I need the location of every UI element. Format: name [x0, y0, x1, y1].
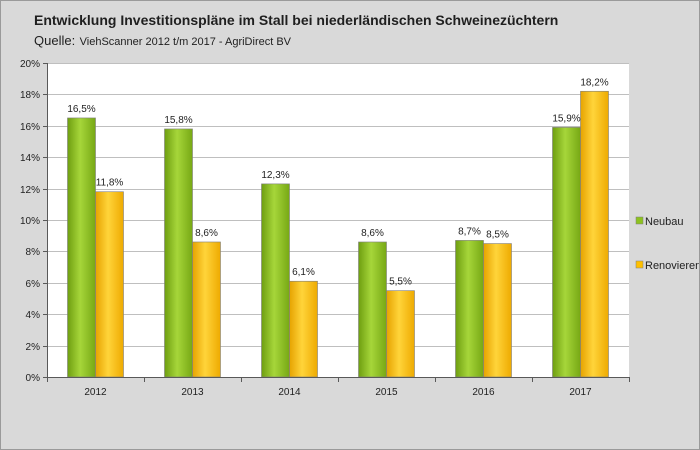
y-tick-label: 12%	[20, 185, 40, 196]
legend-label-neubau: Neubau	[645, 216, 684, 228]
data-label: 8,5%	[486, 230, 509, 241]
bar-renovieren-2014	[289, 280, 318, 378]
data-label: 12,3%	[261, 170, 289, 181]
y-tick-label: 6%	[26, 279, 41, 290]
bar-renovieren-2016	[483, 243, 512, 378]
bar-renovieren-2013	[192, 241, 221, 378]
y-tick-label: 18%	[20, 90, 40, 101]
data-label: 5,5%	[389, 277, 412, 288]
y-tick-label: 0%	[26, 373, 41, 384]
bar-neubau-2013	[164, 128, 193, 378]
bar-neubau-2015	[358, 241, 387, 378]
bar-neubau-2014	[261, 183, 290, 378]
y-tick-label: 8%	[26, 247, 41, 258]
x-tick-label: 2017	[569, 387, 592, 398]
bar-neubau-2012	[67, 117, 96, 378]
data-label: 6,1%	[292, 267, 315, 278]
x-tick-label: 2016	[472, 387, 495, 398]
bar-neubau-2017	[552, 127, 581, 378]
x-tick-label: 2015	[375, 387, 398, 398]
data-label: 15,8%	[164, 115, 192, 126]
x-tick-label: 2012	[84, 387, 107, 398]
legend-swatch-neubau	[635, 216, 644, 225]
y-tick-label: 16%	[20, 122, 40, 133]
legend-swatch-renovieren	[635, 260, 644, 269]
legend-label-renovieren: Renovieren	[645, 260, 699, 272]
data-label: 15,9%	[552, 113, 580, 124]
bar-renovieren-2015	[386, 290, 415, 378]
data-label: 16,5%	[67, 104, 95, 115]
y-tick-label: 10%	[20, 216, 40, 227]
y-tick-label: 2%	[26, 342, 41, 353]
chart-subtitle: Quelle: ViehScanner 2012 t/m 2017 - Agri…	[34, 32, 291, 50]
data-label: 8,6%	[361, 228, 384, 239]
data-label: 8,6%	[195, 228, 218, 239]
x-tick-label: 2014	[278, 387, 301, 398]
bar-neubau-2016	[455, 240, 484, 378]
x-tick-label: 2013	[181, 387, 204, 398]
y-tick-label: 14%	[20, 153, 40, 164]
data-label: 11,8%	[96, 178, 124, 189]
subtitle-text: ViehScanner 2012 t/m 2017 - AgriDirect B…	[79, 36, 292, 48]
data-label: 8,7%	[458, 226, 481, 237]
subtitle-label: Quelle:	[34, 33, 76, 48]
chart-title: Entwicklung Investitionspläne im Stall b…	[34, 12, 559, 28]
y-tick-label: 4%	[26, 310, 41, 321]
bar-renovieren-2017	[580, 90, 609, 378]
bar-renovieren-2012	[95, 191, 124, 378]
data-label: 18,2%	[580, 77, 608, 88]
y-tick-label: 20%	[20, 59, 40, 70]
